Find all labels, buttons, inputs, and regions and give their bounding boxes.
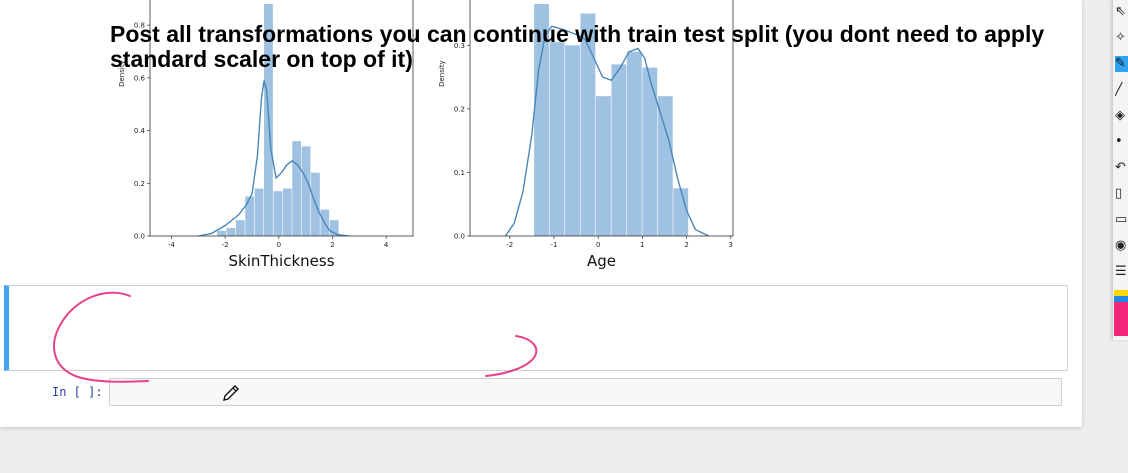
age-y-tick-label: 0.2 [454, 105, 465, 113]
age-histogram-bar-6 [626, 51, 642, 236]
age-x-tick-label: 1 [640, 241, 644, 249]
age-histogram-bar-8 [657, 96, 673, 236]
age-kde-line [504, 25, 710, 236]
age-histogram-bar-0 [534, 4, 549, 236]
markdown-cell[interactable] [4, 285, 1068, 371]
age-histogram-bar-4 [595, 96, 611, 236]
line-tool-icon[interactable]: ╱ [1115, 82, 1123, 97]
skinthickness-histogram-bar-6 [273, 191, 283, 236]
skinthickness-y-tick-label: 0.0 [134, 233, 145, 241]
whiteboard-tool-icon[interactable]: ▭ [1115, 212, 1128, 227]
age-x-tick-label: 0 [596, 241, 600, 249]
skinthickness-histogram-bar-2 [235, 220, 245, 236]
color-swatch[interactable] [1114, 302, 1128, 336]
age-x-tick-label: 3 [729, 241, 733, 249]
age-histogram-bar-2 [565, 45, 580, 236]
select-tool-icon[interactable]: ⇖ [1115, 4, 1126, 19]
age-histogram-bar-7 [642, 67, 658, 236]
skinthickness-x-tick-label: 4 [384, 241, 389, 249]
age-distplot: -2 -1 0 1 2 3 0.0 0.1 0.2 0.3 Age Density [438, 0, 734, 270]
skinthickness-histogram-bar-4 [254, 188, 264, 236]
age-axes-frame [469, 0, 734, 237]
camera-tool-icon[interactable]: ◉ [1115, 238, 1127, 253]
skinthickness-y-tick-label: 0.8 [134, 22, 145, 30]
age-histogram-bar-5 [611, 64, 627, 236]
age-y-tick-label: 0.0 [454, 233, 465, 241]
input-prompt: In [ ]: [52, 385, 103, 399]
skinthickness-histogram-bar-9 [301, 146, 311, 236]
pen-tool-icon[interactable]: ✎ [1115, 56, 1128, 72]
skinthickness-y-tick-label: 0.2 [134, 180, 145, 188]
skinthickness-histogram-bar-8 [292, 141, 302, 236]
skinthickness-y-tick-label: 0.6 [134, 74, 146, 82]
skinthickness-histogram-bar-3 [245, 196, 255, 236]
skinthickness-x-tick-label: -4 [168, 241, 176, 249]
age-x-tick-label: 2 [684, 241, 688, 249]
color-swatch[interactable] [1114, 296, 1128, 302]
age-y-tick-label: 0.3 [454, 42, 465, 50]
skinthickness-kde-line [198, 80, 349, 236]
dot-tool-icon[interactable]: • [1115, 134, 1123, 149]
age-histogram-bar-9 [673, 188, 689, 236]
age-histogram-bar-3 [580, 13, 596, 236]
skinthickness-y-axis-label: Density [118, 60, 126, 87]
clear-tool-icon[interactable]: ✧ [1115, 30, 1126, 45]
skinthickness-y-tick-label: 0.4 [134, 127, 146, 135]
trash-tool-icon[interactable]: ▯ [1115, 186, 1123, 201]
skinthickness-distplot: -4 -2 0 2 4 0.0 0.2 0.4 0.6 0.8 SkinThickness Densi… [118, 0, 414, 270]
skinthickness-axes-frame [149, 0, 414, 237]
color-swatch[interactable] [1114, 290, 1128, 296]
skinthickness-histogram-bar-0 [217, 230, 226, 236]
skinthickness-x-tick-label: -2 [222, 241, 229, 249]
undo-tool-icon[interactable]: ↶ [1115, 160, 1126, 175]
notebook-page: -4 -2 0 2 4 0.0 0.2 0.4 0.6 0.8 SkinThickness Densi… [0, 0, 1082, 427]
age-y-axis-label: Density [438, 60, 446, 87]
age-x-tick-label: -1 [550, 241, 557, 249]
annotation-toolbar: ⇖ ✧ ✎ ╱ ◈ • ↶ ▯ ▭ ◉ ☰ [1112, 0, 1128, 340]
skinthickness-x-axis-label: SkinThickness [228, 252, 334, 270]
age-x-axis-label: Age [587, 252, 616, 270]
skinthickness-x-tick-label: 2 [330, 241, 334, 249]
skinthickness-histogram-bar-12 [329, 220, 339, 236]
age-x-tick-label: -2 [506, 241, 513, 249]
age-histogram-bar-1 [549, 42, 565, 236]
skinthickness-histogram-bar-7 [282, 188, 292, 236]
notes-tool-icon[interactable]: ☰ [1115, 264, 1127, 279]
skinthickness-x-tick-label: 0 [277, 241, 281, 249]
highlighter-tool-icon[interactable]: ◈ [1115, 108, 1125, 123]
pen-cursor-icon [223, 385, 239, 401]
skinthickness-histogram-bar-1 [226, 228, 236, 236]
age-y-tick-label: 0.1 [454, 169, 465, 177]
code-cell-input[interactable] [109, 378, 1062, 406]
markdown-text: Post all transformations you can continu… [110, 21, 1045, 72]
